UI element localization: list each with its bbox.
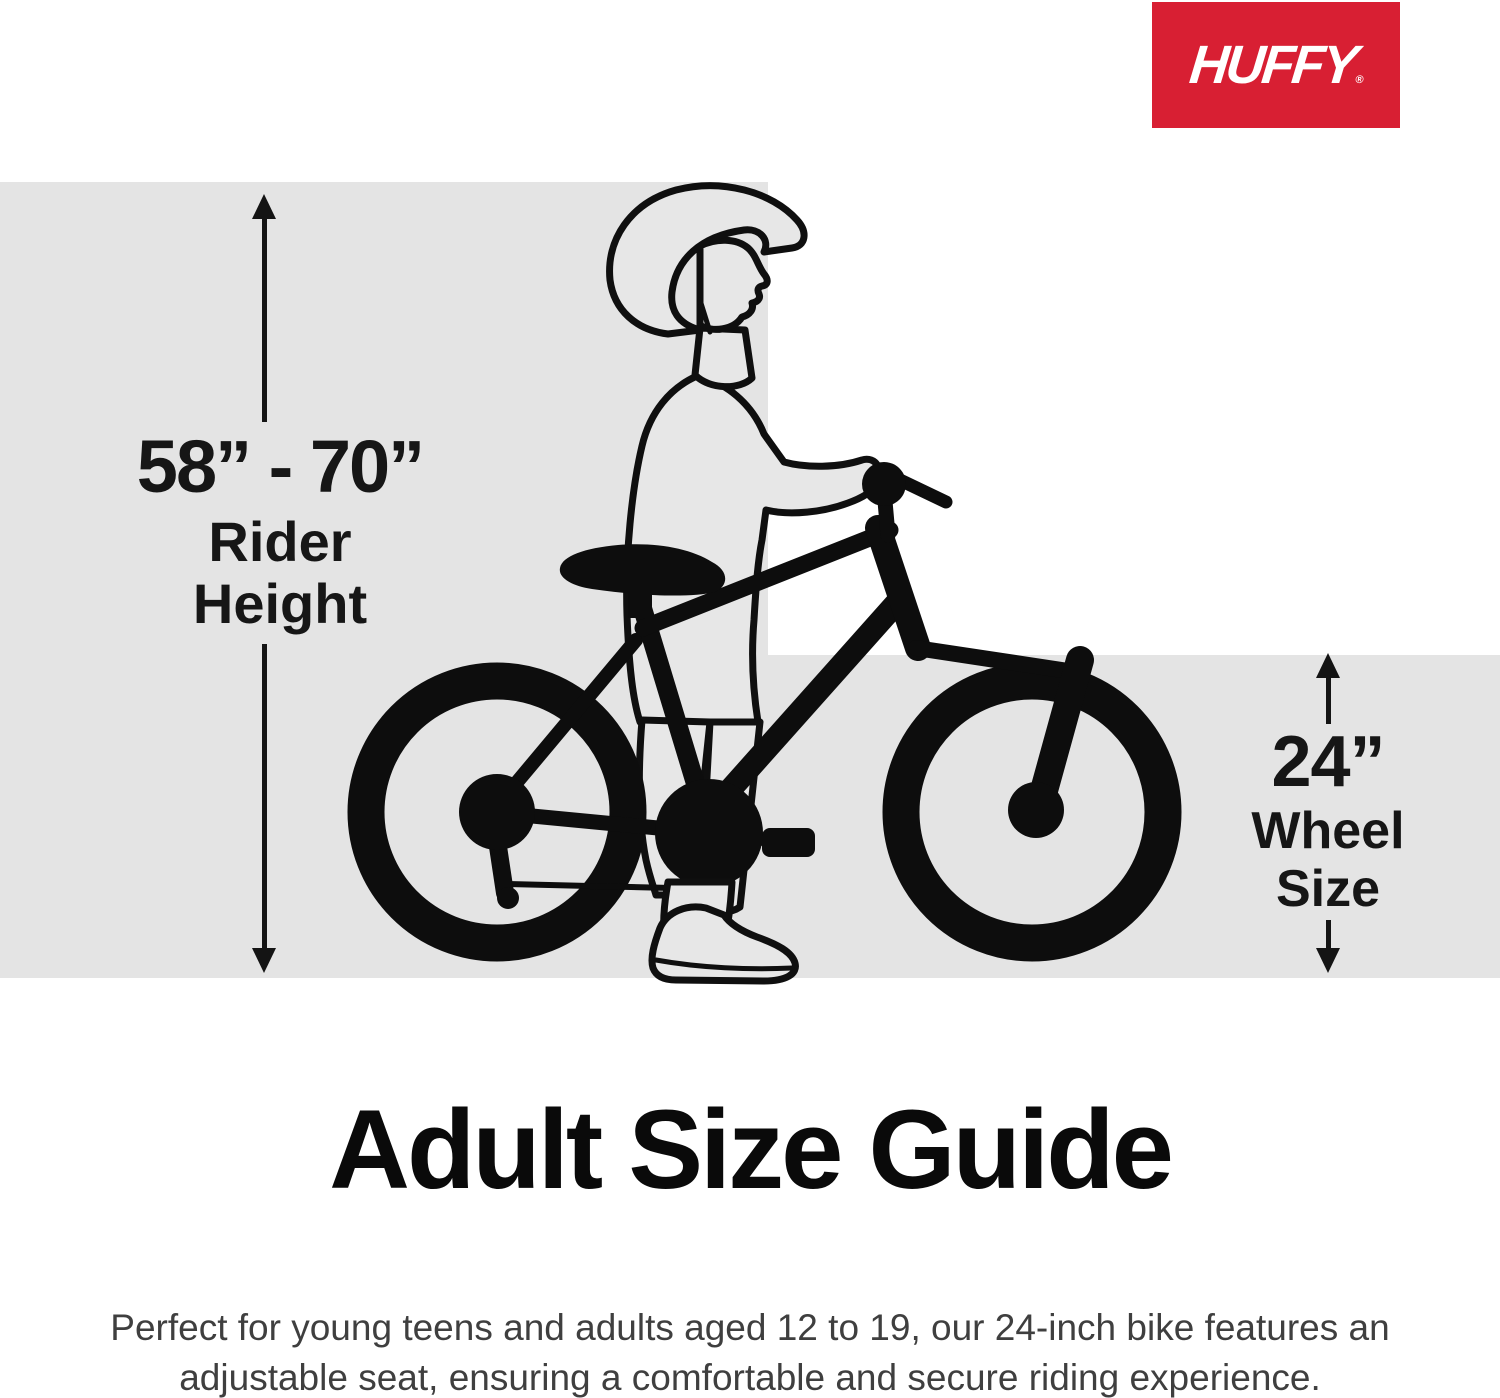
registered-mark-icon: ® [1354,74,1362,86]
fork-lower [1026,646,1094,819]
rear-hub [459,774,535,850]
description: Perfect for young teens and adults aged … [100,1303,1400,1398]
handlebar-grip [862,462,906,506]
rider-height-arrow-line-top [262,216,267,422]
seatstay-tube [490,633,643,813]
brake-lever [893,473,953,509]
rider-helmet [606,182,808,338]
front-hub [1008,782,1064,838]
rider-neck [691,324,756,391]
wheel-size-label-block: 24” Wheel Size [1198,726,1458,917]
wheel-size-arrow-up-icon [1316,653,1340,678]
chain [505,881,675,891]
down-tube [700,586,913,822]
wheel-size-arrow-line-bottom [1326,920,1331,950]
seat-clamp [628,590,652,618]
rider-height-arrow-line-bottom [262,644,267,950]
rider-height-label-2: Height [192,571,368,635]
page-title: Adult Size Guide [329,1087,1174,1212]
wheel-size-label-2: Size [1275,859,1381,918]
pedal [762,828,815,857]
description-line-1: Perfect for young teens and adults aged … [110,1307,1390,1348]
rider-height-range: 58” - 70” [136,425,425,508]
rider-height-label-1: Rider [208,510,352,573]
brand-name: HUFFY [1186,35,1359,95]
rider-shoe-sole [653,957,795,972]
wheel-size-arrow-line-top [1326,676,1331,724]
description-line-2: adjustable seat, ensuring a comfortable … [179,1357,1321,1398]
chainring [655,779,763,887]
front-wheel [882,662,1182,962]
rider-foot [648,878,799,985]
head-tube [865,515,931,661]
wheel-size-value: 24” [1271,722,1385,802]
wheel-size-arrow-down-icon [1316,948,1340,973]
rider-torso [623,372,884,726]
bicycle [347,462,1182,962]
rider-helmet-strap [697,297,713,335]
top-tube [634,521,899,637]
huffy-logo-text: HUFFY® [1187,34,1366,96]
wheel-size-label-1: Wheel [1251,802,1405,860]
rider-height-label-block: 58” - 70” Rider Height [70,430,490,634]
rear-wheel [347,662,647,962]
rider-with-bike-illustration [347,182,1182,985]
huffy-logo: HUFFY® [1152,2,1400,128]
rider-height-arrow-down-icon [252,948,276,973]
derailleur-pulley [497,887,519,909]
fork-upper [908,640,1083,680]
rider-face [696,236,771,333]
rider-height-arrow-up-icon [252,194,276,219]
saddle [559,544,726,596]
